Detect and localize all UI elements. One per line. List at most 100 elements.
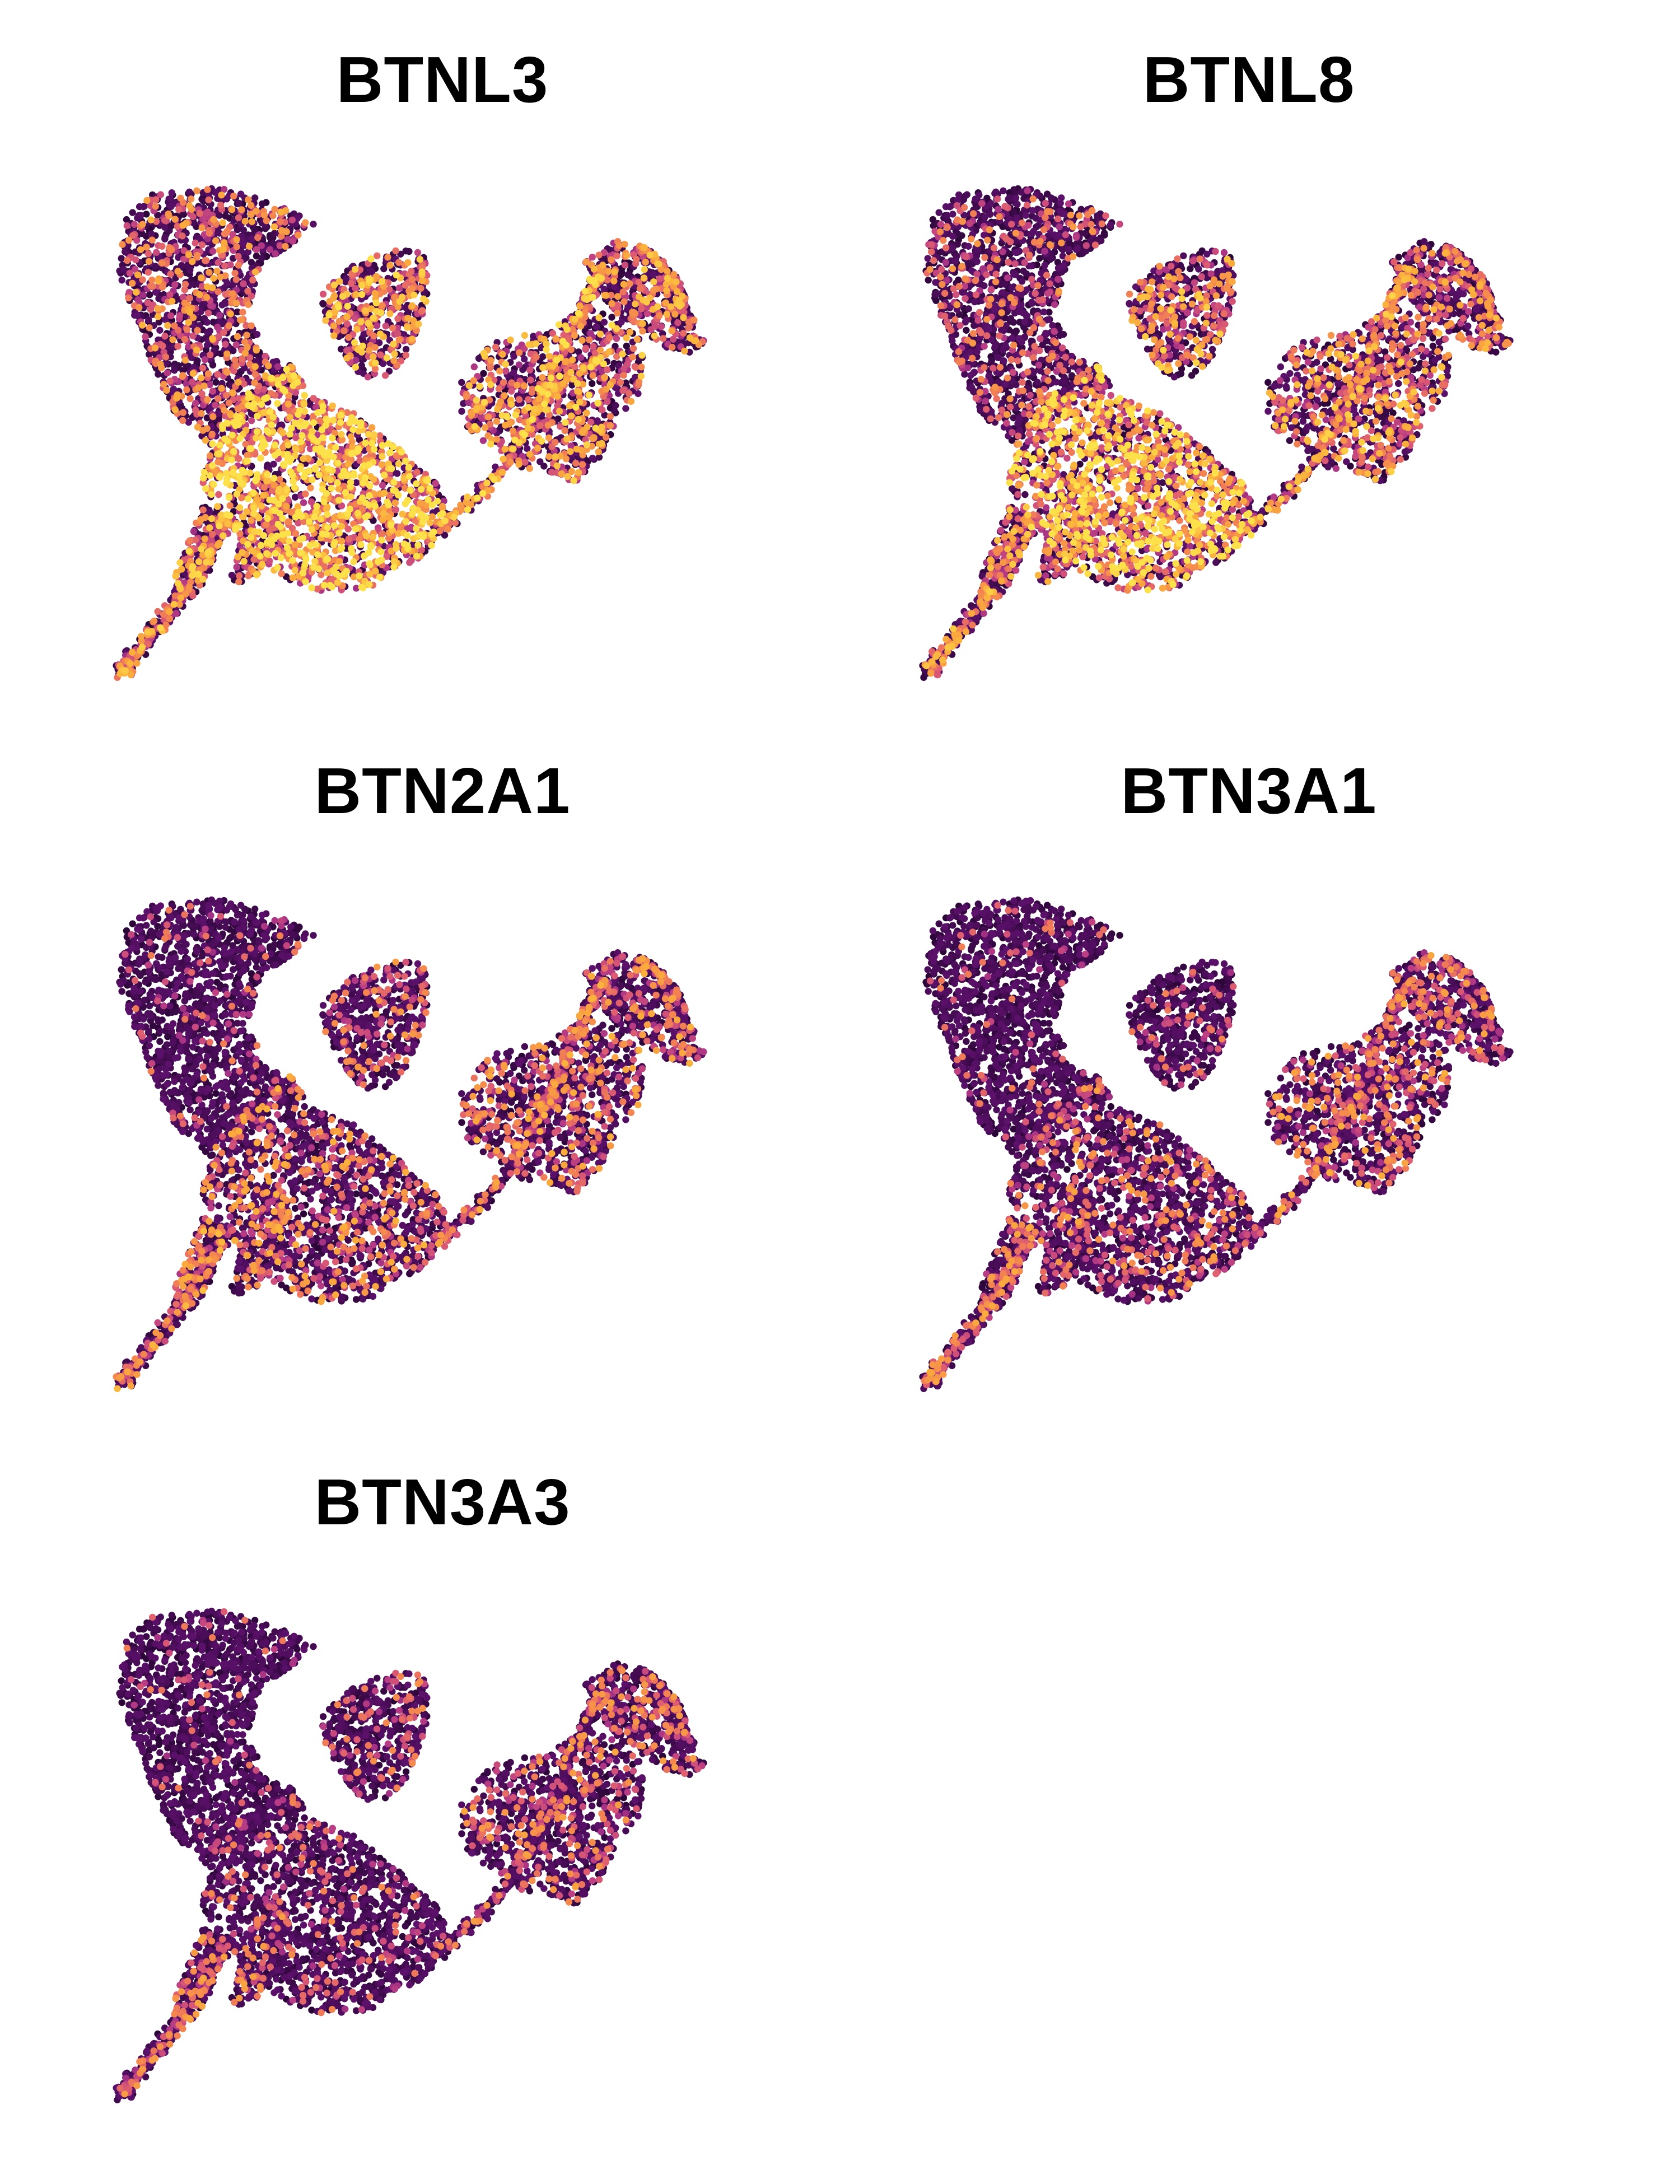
cell-point: [650, 270, 657, 278]
cell-point: [343, 274, 350, 282]
cell-point: [590, 343, 597, 350]
cell-point: [198, 410, 205, 417]
cell-point: [382, 323, 389, 330]
cell-point: [236, 572, 243, 580]
cell-point: [158, 242, 166, 250]
cell-point: [159, 342, 166, 349]
cell-point: [120, 266, 127, 273]
cell-point: [379, 360, 387, 367]
cell-point: [248, 235, 256, 242]
cell-point: [155, 295, 162, 302]
cell-point: [397, 250, 404, 258]
cell-point: [171, 216, 179, 223]
cell-point: [418, 307, 426, 314]
cell-point: [524, 445, 531, 452]
cell-point: [414, 249, 422, 256]
cell-point: [587, 330, 594, 337]
cell-point: [575, 348, 582, 356]
cell-point: [190, 220, 198, 227]
cell-point: [527, 376, 534, 384]
cell-point: [633, 255, 640, 263]
cell-point: [601, 412, 608, 419]
cell-point: [364, 374, 372, 381]
cell-point: [171, 281, 179, 288]
cell-point: [540, 463, 548, 470]
cell-point: [223, 279, 231, 287]
cell-point: [189, 332, 197, 339]
cell-point: [231, 269, 239, 277]
cell-point: [417, 284, 424, 292]
cell-point: [340, 327, 348, 334]
cell-point: [253, 330, 261, 338]
cell-point: [358, 362, 365, 369]
cell-point: [360, 330, 367, 338]
cell-point: [148, 276, 156, 284]
cell-point: [223, 368, 231, 376]
cell-point: [160, 381, 167, 388]
cell-point: [155, 319, 162, 326]
cell-point: [656, 312, 663, 319]
cell-point: [567, 442, 575, 450]
cell-point: [260, 484, 268, 491]
cell-point: [319, 300, 326, 307]
cell-point: [144, 269, 152, 276]
cell-point: [380, 265, 388, 273]
cell-point: [248, 259, 255, 266]
cell-point: [179, 409, 187, 416]
cell-point: [258, 200, 266, 208]
cell-point: [199, 506, 207, 514]
cell-point: [206, 381, 213, 389]
cell-point: [234, 333, 241, 340]
cell-point: [519, 366, 526, 374]
cell-point: [152, 263, 159, 270]
cell-point: [204, 208, 211, 216]
cell-point: [480, 370, 487, 377]
cell-point: [129, 209, 136, 216]
cell-point: [223, 350, 231, 358]
umap-plot: [113, 185, 707, 681]
cell-point: [204, 186, 211, 193]
cell-point: [228, 571, 236, 579]
cell-point: [167, 270, 174, 278]
cell-point: [670, 270, 678, 278]
cell-point: [143, 211, 150, 218]
cell-point: [578, 461, 586, 468]
cell-point: [500, 379, 507, 386]
cell-point: [217, 202, 225, 209]
cell-point: [592, 323, 600, 330]
cell-point: [568, 381, 576, 389]
cell-point: [392, 247, 399, 255]
cell-point: [479, 437, 487, 444]
cell-point: [379, 482, 386, 489]
cell-point: [253, 253, 260, 260]
cell-point: [167, 203, 175, 211]
cell-point: [179, 367, 186, 374]
cell-point: [638, 363, 645, 371]
cell-point: [138, 230, 146, 237]
cell-point: [409, 276, 416, 283]
cell-point: [208, 431, 216, 438]
cell-point: [204, 329, 211, 336]
cell-point: [544, 422, 552, 429]
cell-point: [582, 344, 590, 352]
cell-point: [444, 525, 452, 533]
cell-point: [199, 365, 207, 372]
cell-point: [474, 487, 481, 494]
cell-point: [168, 246, 175, 254]
cell-point: [214, 395, 222, 403]
cell-point: [185, 418, 192, 426]
cell-point: [230, 347, 237, 354]
cell-point: [124, 256, 131, 264]
cell-point: [669, 343, 676, 351]
cell-point: [405, 248, 413, 255]
cell-point: [533, 353, 540, 361]
cell-point: [571, 332, 578, 339]
cell-point: [310, 395, 317, 402]
cell-point: [245, 196, 252, 203]
cell-point: [611, 283, 618, 290]
cell-point: [166, 377, 174, 385]
cell-point: [238, 316, 245, 323]
cell-point: [395, 336, 403, 344]
cell-point: [198, 390, 206, 398]
cell-point: [233, 243, 240, 250]
